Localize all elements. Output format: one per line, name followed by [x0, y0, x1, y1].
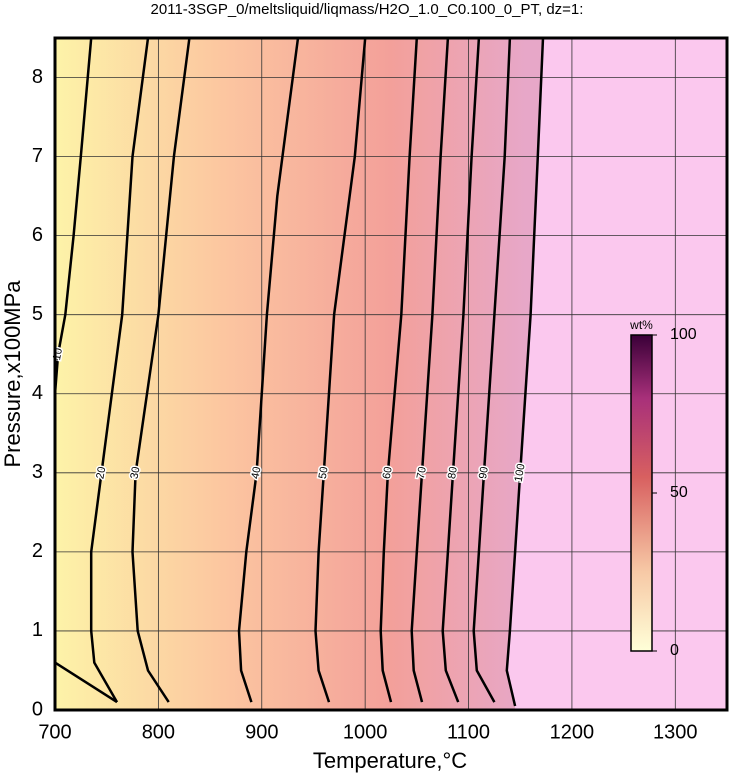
- contour-line: [441, 37, 481, 703]
- contour-line: [53, 37, 118, 704]
- contour-label: 50: [317, 466, 331, 480]
- x-tick-label: 900: [245, 721, 278, 743]
- plot-frame: [53, 36, 729, 712]
- contour-label: 10: [51, 347, 65, 361]
- contour-line: [89, 37, 150, 703]
- y-tick-label: 2: [32, 540, 43, 562]
- colorbar-label: wt%: [629, 318, 653, 332]
- contour-line: [237, 37, 300, 703]
- y-tick-label: 6: [32, 224, 43, 246]
- x-tick-label: 1200: [550, 721, 595, 743]
- contour-label: 60: [381, 466, 395, 480]
- colorbar: [630, 334, 653, 652]
- out-of-range-fill: [506, 38, 727, 710]
- x-tick-label: 1100: [447, 721, 490, 743]
- contour-line: [379, 37, 419, 703]
- y-axis-label: Pressure,x100MPa: [0, 280, 25, 468]
- x-tick-label: 1000: [343, 721, 388, 743]
- x-tick-label: 1300: [653, 721, 698, 743]
- colorbar-tick-label: 50: [670, 484, 688, 501]
- x-axis-label: Temperature,°C: [313, 748, 467, 773]
- y-tick-label: 5: [32, 303, 43, 325]
- y-tick-label: 0: [32, 698, 43, 720]
- colorbar-tick-label: 0: [670, 642, 679, 659]
- contour-label: 30: [129, 466, 143, 480]
- contour-label: 90: [477, 466, 491, 480]
- contour-label: 40: [250, 466, 264, 480]
- contour-line: [410, 37, 450, 703]
- contour-label: 100: [513, 463, 528, 483]
- y-tick-label: 4: [32, 382, 43, 404]
- y-tick-label: 8: [32, 66, 43, 88]
- contour-line: [472, 37, 512, 703]
- x-tick-label: 700: [38, 721, 71, 743]
- contour-label: 70: [415, 466, 429, 480]
- y-tick-label: 1: [32, 619, 43, 641]
- contour-line: [505, 37, 545, 707]
- contour-label: 20: [94, 466, 108, 480]
- y-tick-label: 3: [32, 461, 43, 483]
- contour-line: [131, 37, 191, 703]
- colorbar-tick-label: 100: [670, 326, 697, 343]
- y-tick-label: 7: [32, 145, 43, 167]
- chart-title: 2011-3SGP_0/meltsliquid/liqmass/H2O_1.0_…: [151, 1, 584, 18]
- x-tick-label: 800: [142, 721, 175, 743]
- contour-line: [314, 37, 367, 703]
- contour-label: 80: [446, 466, 460, 480]
